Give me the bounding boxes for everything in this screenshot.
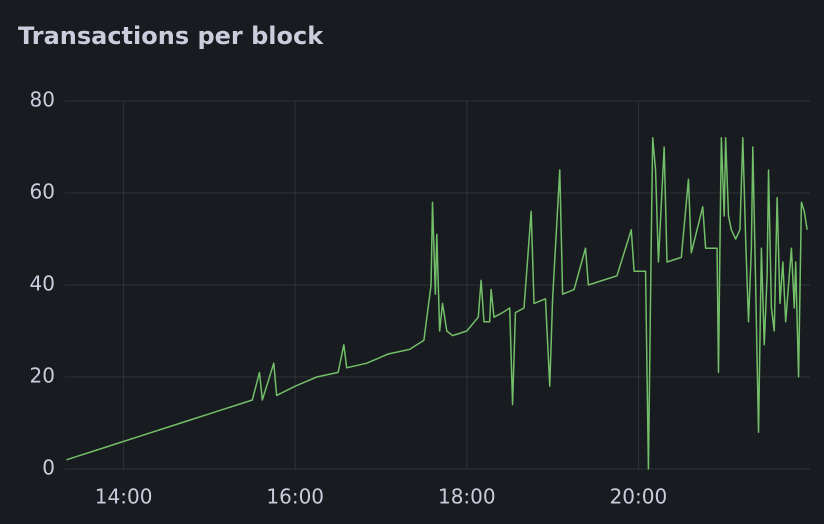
y-tick-label: 20 bbox=[30, 364, 55, 388]
y-tick-label: 40 bbox=[30, 272, 55, 296]
x-tick-label: 14:00 bbox=[95, 485, 153, 509]
y-tick-label: 60 bbox=[30, 180, 55, 204]
series-line bbox=[66, 137, 808, 470]
y-tick-label: 0 bbox=[42, 456, 55, 480]
y-tick-label: 80 bbox=[30, 88, 55, 112]
chart-title: Transactions per block bbox=[18, 22, 324, 50]
x-tick-label: 18:00 bbox=[438, 485, 496, 509]
x-tick-label: 20:00 bbox=[610, 485, 668, 509]
x-tick-label: 16:00 bbox=[266, 485, 324, 509]
